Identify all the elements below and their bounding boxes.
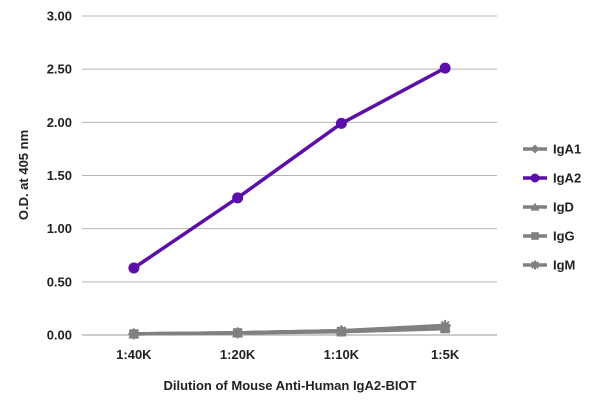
legend-marker-iga1 — [530, 144, 540, 154]
data-point-iga2 — [128, 262, 140, 274]
y-axis-tick-labels: 0.00 0.50 1.00 1.50 2.00 2.50 3.00 — [47, 9, 72, 343]
series-iga2 — [128, 62, 451, 274]
legend-marker-igm — [530, 260, 540, 270]
series-igm — [128, 319, 451, 340]
x-tick-label: 1:40K — [116, 347, 152, 362]
legend-marker-igd — [530, 202, 540, 211]
x-axis-title: Dilution of Mouse Anti-Human IgA2-BIOT — [164, 378, 417, 393]
legend-item-igg: IgG — [523, 229, 575, 244]
legend-label: IgG — [553, 229, 575, 244]
legend-item-iga1: IgA1 — [523, 142, 581, 157]
legend-label: IgM — [553, 258, 575, 273]
data-point-iga2 — [335, 117, 347, 129]
legend-item-iga2: IgA2 — [523, 171, 581, 186]
gridlines — [82, 15, 497, 336]
x-tick-label: 1:5K — [431, 347, 460, 362]
legend-marker-igg — [531, 232, 539, 240]
series-line-iga2 — [132, 66, 446, 270]
y-tick-label: 2.50 — [47, 62, 72, 77]
data-point-igm — [439, 319, 451, 331]
series-layer — [128, 62, 451, 340]
data-point-igm — [128, 328, 140, 340]
y-axis-title: O.D. at 405 nm — [16, 130, 31, 220]
y-tick-label: 1.50 — [47, 168, 72, 183]
series-line-igm — [133, 323, 446, 336]
data-point-iga2 — [439, 62, 451, 74]
legend-marker-iga2 — [530, 173, 540, 183]
data-point-iga2 — [232, 192, 244, 204]
legend: IgA1 IgA2 IgD IgG IgM — [523, 142, 581, 273]
x-tick-label: 1:10K — [324, 347, 360, 362]
data-point-igm — [232, 327, 244, 339]
y-tick-label: 1.00 — [47, 221, 72, 236]
data-point-igm — [335, 325, 347, 337]
x-tick-label: 1:20K — [220, 347, 256, 362]
y-tick-label: 0.00 — [47, 328, 72, 343]
legend-item-igd: IgD — [523, 200, 574, 215]
legend-label: IgD — [553, 200, 574, 215]
legend-label: IgA2 — [553, 171, 581, 186]
y-tick-label: 0.50 — [47, 274, 72, 289]
y-tick-label: 3.00 — [47, 9, 72, 24]
legend-label: IgA1 — [553, 142, 581, 157]
y-tick-label: 2.00 — [47, 115, 72, 130]
legend-item-igm: IgM — [523, 258, 575, 273]
x-axis-tick-labels: 1:40K 1:20K 1:10K 1:5K — [116, 347, 460, 362]
